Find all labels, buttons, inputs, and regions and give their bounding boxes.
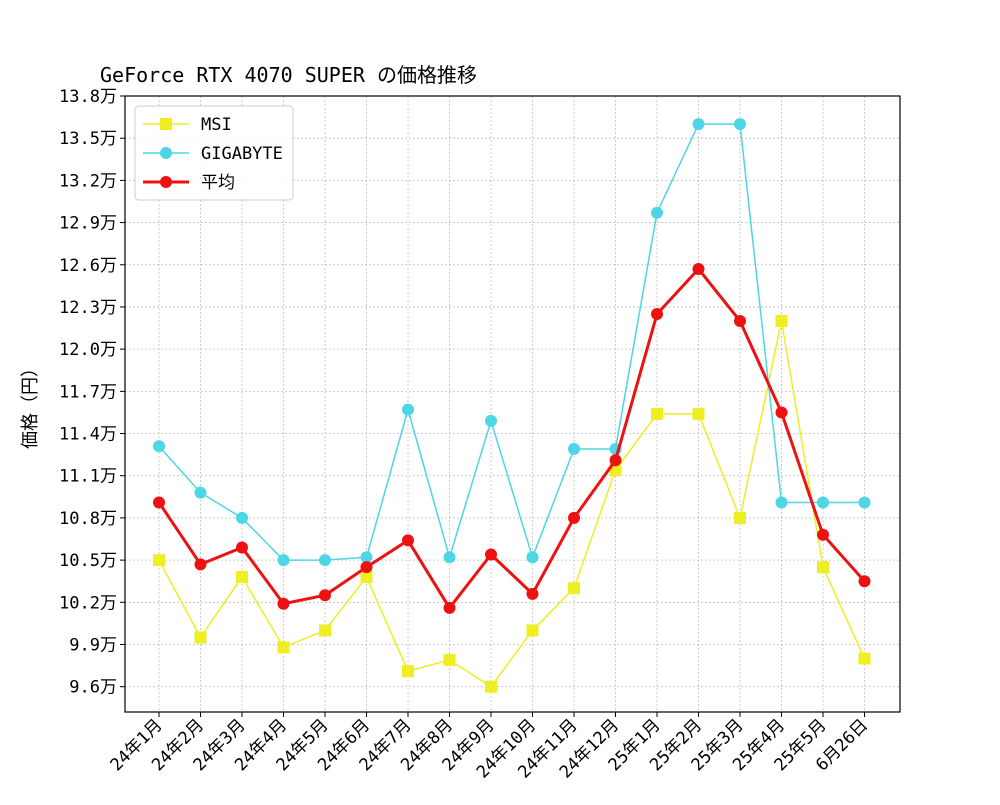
series-0-point (775, 315, 788, 328)
y-tick-label: 12.3万 (59, 298, 117, 318)
series-0-point (609, 464, 622, 477)
series-0-point (360, 570, 373, 583)
series-1-point (817, 496, 829, 509)
series-2-point (194, 558, 207, 571)
series-0-point (692, 407, 705, 420)
y-tick-label: 12.9万 (59, 214, 117, 234)
plot-frame (124, 95, 901, 713)
series-line-1 (158, 123, 865, 561)
y-tick-label: 12.0万 (59, 340, 117, 360)
y-tick-label: 11.1万 (59, 467, 117, 487)
series-2-point (775, 406, 788, 419)
series-1-point (692, 118, 705, 131)
series-1-point (651, 206, 663, 219)
series-1-point (734, 118, 746, 131)
series-layer (153, 118, 871, 693)
series-2-point (485, 548, 497, 561)
series-0-point (858, 652, 871, 665)
y-tick-label: 13.8万 (59, 87, 117, 107)
legend-label-0: MSI (201, 115, 232, 135)
series-0-point (319, 624, 331, 637)
chart-title: GeForce RTX 4070 SUPER の価格推移 (100, 63, 477, 87)
legend-label-1: GIGABYTE (201, 144, 283, 164)
legend-marker-1 (160, 147, 172, 159)
series-line-2 (157, 267, 866, 610)
legend-items: MSI GIGABYTE 平均 (143, 115, 283, 193)
series-1-point (153, 440, 165, 453)
series-2-point (236, 541, 248, 554)
series-1-point (858, 496, 871, 509)
series-2-point (277, 597, 290, 610)
series-0-point (153, 554, 165, 567)
y-tick-label: 11.4万 (59, 425, 117, 445)
y-tick-label: 9.6万 (69, 678, 117, 698)
series-0-point (651, 407, 663, 420)
series-2-point (609, 454, 622, 467)
series-0-point (277, 641, 290, 654)
series-2-point (651, 307, 663, 320)
series-2-point (692, 262, 705, 275)
series-0-point (443, 653, 456, 666)
series-1-point (236, 511, 248, 524)
y-tick-label: 10.2万 (59, 593, 117, 613)
legend-marker-0 (160, 118, 172, 130)
series-0-point (236, 570, 248, 583)
y-tick-label: 11.7万 (59, 382, 117, 402)
series-0-point (817, 561, 829, 574)
series-1-point (360, 551, 373, 564)
legend-label-2: 平均 (201, 173, 235, 193)
y-tick-label: 9.9万 (69, 635, 117, 655)
series-0-point (568, 582, 580, 595)
y-axis-label: 価格（円） (20, 359, 41, 449)
series-2-point (153, 496, 165, 509)
series-2-point (360, 561, 373, 574)
y-tick-label: 12.6万 (59, 256, 117, 276)
y-tick-label: 10.8万 (59, 509, 117, 529)
series-2-point (402, 534, 414, 547)
series-1-point (319, 554, 331, 567)
y-tick-label: 13.2万 (59, 171, 117, 191)
series-1-point (526, 551, 539, 564)
series-0-point (526, 624, 539, 637)
series-line-0 (158, 320, 866, 688)
legend: MSI GIGABYTE 平均 (134, 105, 294, 201)
legend-box (134, 105, 294, 201)
series-2-point (443, 601, 456, 614)
series-0-point (402, 665, 414, 678)
legend-marker-2 (160, 176, 172, 188)
series-2-point (734, 315, 746, 328)
series-2-point (817, 528, 829, 541)
series-1-point (277, 554, 290, 567)
series-0-point (734, 511, 746, 524)
series-2-point (858, 575, 871, 588)
series-2-point (319, 589, 331, 602)
series-1-point (402, 403, 414, 416)
series-2-point (568, 511, 580, 524)
series-1-point (194, 486, 207, 499)
y-tick-label: 13.5万 (59, 129, 117, 149)
series-0-point (194, 631, 207, 644)
series-1-point (568, 443, 580, 456)
series-1-point (443, 551, 456, 564)
series-0-point (485, 680, 497, 693)
y-tick-label: 10.5万 (59, 551, 117, 571)
series-1-point (485, 414, 497, 427)
series-2-point (526, 587, 539, 600)
series-1-point (775, 496, 788, 509)
